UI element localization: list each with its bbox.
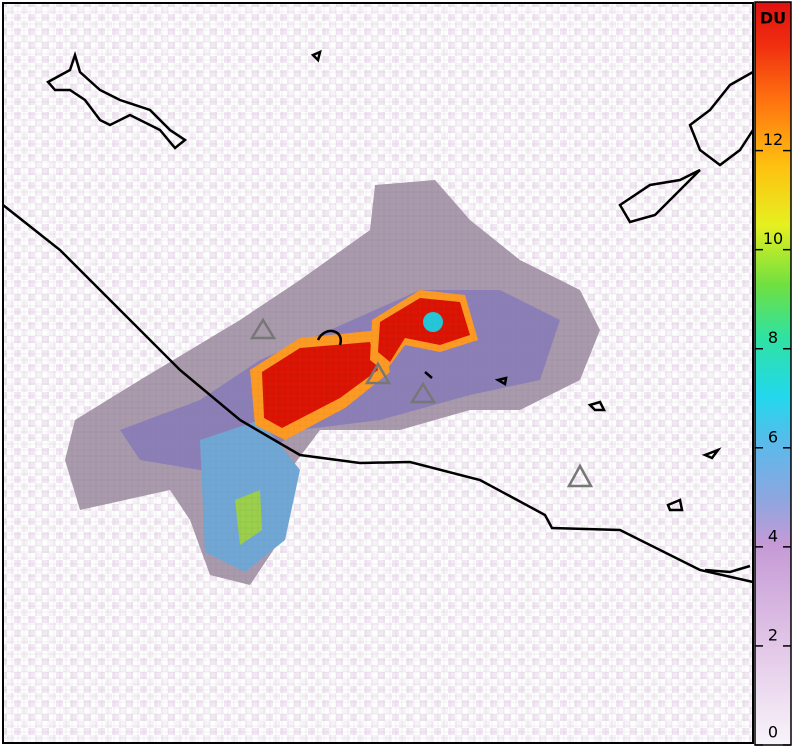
colorbar-tick-label: 2: [768, 625, 778, 644]
colorbar-tick-label: 12: [763, 130, 783, 149]
pixel-grid: [3, 3, 753, 743]
colorbar-gradient: [754, 1, 792, 746]
coastlines: [2, 49, 755, 584]
colorbar: DU 0 2 4 6 8 10 12: [754, 1, 792, 746]
map-frame: [2, 2, 754, 744]
colorbar-tick-label: 4: [768, 526, 778, 545]
colorbar-tick-label: 10: [763, 229, 783, 248]
colorbar-tick-label: 6: [768, 427, 778, 446]
colorbar-label: DU: [760, 9, 786, 28]
colorbar-tick-label: 0: [768, 723, 778, 742]
map-panel: [2, 2, 755, 744]
volcano-markers: [249, 317, 594, 488]
colorbar-tick-label: 8: [768, 328, 778, 347]
